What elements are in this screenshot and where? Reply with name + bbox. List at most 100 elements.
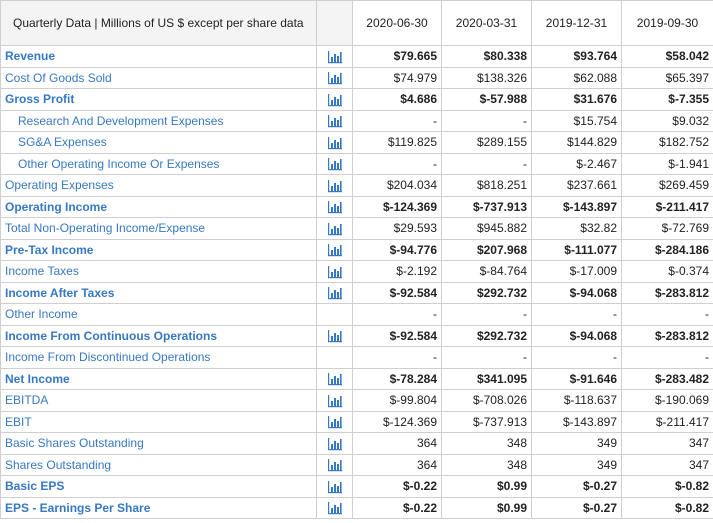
value-cell: 349 xyxy=(531,432,622,455)
value-cell: $-2.467 xyxy=(531,152,622,175)
table-row: Gross Profit $4.686 $-57.988 $31.676 $-7.355 xyxy=(0,88,713,111)
row-label-link[interactable]: Shares Outstanding xyxy=(0,453,317,476)
table-row: Income After Taxes $-92.584 $292.732 $-94.0… xyxy=(0,281,713,304)
chart-icon-cell[interactable] xyxy=(316,496,353,519)
bar-chart-icon[interactable] xyxy=(327,92,343,106)
row-label-link[interactable]: Basic Shares Outstanding xyxy=(0,432,317,455)
row-label-link[interactable]: Net Income xyxy=(0,367,317,390)
row-label-link[interactable]: Total Non-Operating Income/Expense xyxy=(0,217,317,240)
bar-chart-icon[interactable] xyxy=(327,242,343,257)
chart-icon-cell[interactable] xyxy=(316,238,353,261)
bar-chart-icon[interactable] xyxy=(327,371,343,386)
value-cell: $207.968 xyxy=(441,238,532,261)
value-cell: $-7.355 xyxy=(621,88,713,111)
chart-icon-cell[interactable] xyxy=(316,109,353,132)
value-cell: $-91.646 xyxy=(531,367,622,390)
value-cell: 364 xyxy=(352,432,442,455)
value-cell: $237.661 xyxy=(531,174,622,197)
value-cell: $15.754 xyxy=(531,109,622,132)
bar-chart-icon[interactable] xyxy=(327,49,343,63)
value-cell: $-284.186 xyxy=(621,238,713,261)
value-cell: 348 xyxy=(441,453,532,476)
bar-chart-icon[interactable] xyxy=(327,264,343,278)
row-label-link[interactable]: Pre-Tax Income xyxy=(0,238,317,261)
row-label-link[interactable]: Operating Expenses xyxy=(0,174,317,197)
value-cell: $-72.769 xyxy=(621,217,713,240)
bar-chart-icon[interactable] xyxy=(327,500,343,515)
table-row: EBIT $-124.369 $-737.913 $-143.897 $-211.417 xyxy=(0,410,713,433)
row-label-link[interactable]: Basic EPS xyxy=(0,475,317,498)
bar-chart-icon[interactable] xyxy=(327,328,343,343)
bar-chart-icon[interactable] xyxy=(327,178,343,192)
bar-chart-icon[interactable] xyxy=(327,70,343,85)
chart-icon-cell[interactable] xyxy=(316,389,353,412)
header-row: Quarterly Data | Millions of US $ except… xyxy=(0,0,713,46)
value-cell: 364 xyxy=(352,453,442,476)
row-label-link[interactable]: Income Taxes xyxy=(0,260,317,283)
chart-icon-cell[interactable] xyxy=(316,260,353,283)
bar-chart-icon[interactable] xyxy=(327,414,343,429)
chart-icon-cell[interactable] xyxy=(316,88,353,111)
row-label-link[interactable]: Other Income xyxy=(0,303,317,326)
chart-icon-cell[interactable] xyxy=(316,410,353,433)
row-label-link[interactable]: Other Operating Income Or Expenses xyxy=(0,152,317,175)
chart-icon-cell[interactable] xyxy=(316,131,353,154)
row-label-link[interactable]: SG&A Expenses xyxy=(0,131,317,154)
chart-icon-cell[interactable] xyxy=(316,281,353,304)
value-cell: $-708.026 xyxy=(441,389,532,412)
value-cell: $341.095 xyxy=(441,367,532,390)
value-cell: $-124.369 xyxy=(352,410,442,433)
value-cell: $818.251 xyxy=(441,174,532,197)
table-row: EPS - Earnings Per Share $-0.22 $0.99 $-0.2… xyxy=(0,496,713,519)
bar-chart-icon[interactable] xyxy=(327,113,343,128)
value-cell: - xyxy=(441,109,532,132)
row-label-link[interactable]: Research And Development Expenses xyxy=(0,109,317,132)
row-label-link[interactable]: Income After Taxes xyxy=(0,281,317,304)
row-label-link[interactable]: Cost Of Goods Sold xyxy=(0,66,317,89)
bar-chart-icon[interactable] xyxy=(327,199,343,214)
chart-icon-cell[interactable] xyxy=(316,174,353,197)
chart-icon-cell[interactable] xyxy=(316,367,353,390)
chart-icon-cell[interactable] xyxy=(316,432,353,455)
row-label-link[interactable]: Income From Discontinued Operations xyxy=(0,346,317,369)
bar-chart-icon[interactable] xyxy=(327,221,343,235)
bar-chart-icon[interactable] xyxy=(327,285,343,300)
bar-chart-icon[interactable] xyxy=(327,436,343,450)
value-cell: $32.82 xyxy=(531,217,622,240)
chart-icon-cell[interactable] xyxy=(316,453,353,476)
row-label-link[interactable]: EPS - Earnings Per Share xyxy=(0,496,317,519)
row-label-link[interactable]: Revenue xyxy=(0,45,317,68)
chart-icon-cell[interactable] xyxy=(316,152,353,175)
row-label-link[interactable]: Income From Continuous Operations xyxy=(0,324,317,347)
bar-chart-icon[interactable] xyxy=(327,479,343,493)
value-cell: $-92.584 xyxy=(352,324,442,347)
chart-icon-cell[interactable] xyxy=(316,45,353,68)
row-label-link[interactable]: Gross Profit xyxy=(0,88,317,111)
chart-icon-cell[interactable] xyxy=(316,217,353,240)
bar-chart-icon[interactable] xyxy=(327,135,343,149)
chart-icon-cell[interactable] xyxy=(316,475,353,498)
row-label-link[interactable]: EBITDA xyxy=(0,389,317,412)
value-cell: - xyxy=(352,303,442,326)
table-row: Other Operating Income Or Expenses - - $-2.… xyxy=(0,152,713,175)
table-row: SG&A Expenses $119.825 $289.155 $144.829 $18… xyxy=(0,131,713,154)
value-cell: $79.665 xyxy=(352,45,442,68)
value-cell: $-0.27 xyxy=(531,496,622,519)
value-cell: $31.676 xyxy=(531,88,622,111)
chart-icon-cell[interactable] xyxy=(316,324,353,347)
bar-chart-icon[interactable] xyxy=(327,156,343,171)
chart-icon-cell[interactable] xyxy=(316,195,353,218)
value-cell: $119.825 xyxy=(352,131,442,154)
value-cell: $-0.22 xyxy=(352,496,442,519)
row-label-link[interactable]: EBIT xyxy=(0,410,317,433)
chart-icon-cell xyxy=(316,346,353,369)
bar-chart-icon[interactable] xyxy=(327,393,343,407)
value-cell: $65.397 xyxy=(621,66,713,89)
chart-icon-cell[interactable] xyxy=(316,66,353,89)
bar-chart-icon[interactable] xyxy=(327,457,343,472)
row-label-link[interactable]: Operating Income xyxy=(0,195,317,218)
value-cell: $-94.068 xyxy=(531,324,622,347)
chart-icon-cell xyxy=(316,303,353,326)
table-row: Basic Shares Outstanding 364 348 349 347 xyxy=(0,432,713,455)
value-cell: $-78.284 xyxy=(352,367,442,390)
